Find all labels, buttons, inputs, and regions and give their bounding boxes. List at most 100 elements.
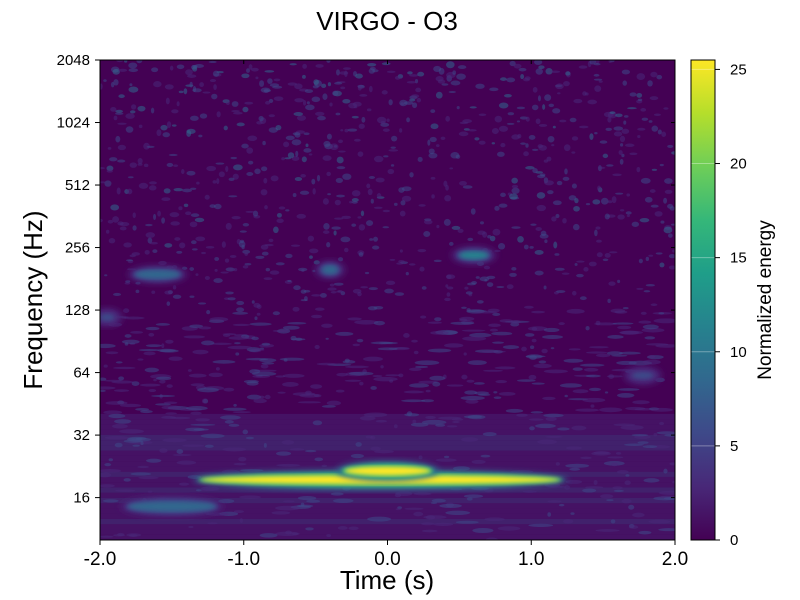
texture-speck [571, 151, 576, 154]
texture-speck [503, 93, 512, 98]
texture-speck [209, 79, 217, 83]
texture-speck [268, 127, 278, 133]
texture-speck [238, 456, 247, 462]
texture-speck [126, 188, 133, 195]
texture-speck [264, 70, 275, 73]
texture-speck [370, 341, 394, 345]
texture-speck [119, 226, 127, 231]
texture-speck [235, 352, 240, 356]
texture-speck [100, 484, 115, 488]
texture-speck [618, 150, 623, 155]
texture-speck [300, 173, 306, 178]
texture-stripe [100, 503, 675, 509]
texture-speck [466, 497, 473, 501]
texture-speck [299, 393, 320, 398]
texture-speck [550, 347, 555, 350]
texture-speck [174, 237, 181, 241]
texture-stripe [100, 529, 675, 535]
texture-speck [593, 480, 598, 485]
texture-speck [360, 210, 365, 217]
energy-features [100, 246, 662, 517]
texture-speck [594, 131, 598, 135]
texture-speck [617, 214, 625, 220]
texture-speck [290, 335, 297, 341]
texture-speck [432, 381, 441, 387]
texture-speck [500, 142, 506, 148]
texture-speck [347, 317, 362, 321]
texture-speck [216, 178, 220, 185]
colorbar-tick-label: 25 [730, 61, 747, 78]
texture-speck [188, 525, 194, 529]
texture-speck [608, 60, 613, 63]
texture-speck [612, 173, 622, 177]
texture-speck [107, 219, 114, 224]
texture-speck [211, 93, 218, 100]
texture-speck [659, 262, 665, 268]
texture-speck [529, 345, 535, 350]
texture-speck [493, 391, 498, 394]
texture-speck [250, 67, 259, 72]
texture-speck [450, 321, 475, 325]
texture-speck [166, 301, 171, 306]
texture-speck [615, 113, 623, 118]
texture-speck [182, 188, 193, 193]
texture-speck [268, 238, 274, 243]
texture-speck [457, 228, 464, 233]
texture-speck [563, 358, 584, 363]
texture-speck [138, 124, 143, 129]
texture-speck [395, 508, 402, 511]
texture-speck [233, 462, 247, 466]
texture-speck [287, 321, 307, 325]
texture-speck [301, 156, 307, 163]
texture-speck [242, 429, 249, 435]
texture-speck [204, 194, 210, 200]
texture-speck [517, 236, 524, 243]
texture-speck [498, 125, 509, 132]
y-tick-label: 1024 [57, 115, 90, 132]
texture-speck [570, 512, 575, 515]
feature-core [128, 501, 215, 511]
colorbar-tick-label: 5 [730, 438, 738, 455]
texture-speck [637, 134, 641, 139]
texture-speck [551, 144, 555, 147]
texture-stripe [100, 440, 675, 446]
texture-speck [509, 60, 516, 67]
y-tick-label: 128 [65, 302, 90, 319]
texture-speck [602, 153, 609, 159]
texture-speck [622, 306, 629, 310]
texture-speck [147, 237, 153, 244]
texture-speck [607, 116, 612, 123]
texture-speck [215, 162, 225, 165]
texture-speck [471, 280, 478, 285]
texture-speck [127, 176, 134, 179]
texture-speck [578, 125, 589, 129]
texture-speck [334, 199, 341, 206]
texture-speck [530, 223, 537, 226]
texture-speck [172, 453, 192, 457]
texture-speck [462, 119, 472, 124]
texture-speck [123, 439, 144, 443]
texture-speck [260, 189, 268, 196]
texture-speck [663, 107, 669, 110]
texture-speck [146, 145, 155, 148]
texture-speck [351, 190, 361, 197]
texture-speck [157, 348, 176, 353]
texture-speck [161, 405, 182, 410]
texture-speck [268, 114, 275, 118]
texture-speck [198, 326, 212, 330]
texture-speck [388, 99, 393, 106]
texture-speck [497, 243, 506, 250]
texture-stripe [100, 513, 675, 519]
texture-speck [467, 237, 474, 242]
texture-speck [248, 160, 254, 165]
texture-speck [128, 534, 138, 537]
texture-speck [593, 73, 600, 77]
texture-speck [585, 374, 601, 378]
texture-speck [462, 185, 473, 189]
texture-speck [628, 504, 635, 510]
texture-speck [273, 226, 279, 234]
texture-speck [572, 389, 589, 394]
texture-speck [390, 146, 396, 149]
texture-speck [516, 120, 521, 123]
